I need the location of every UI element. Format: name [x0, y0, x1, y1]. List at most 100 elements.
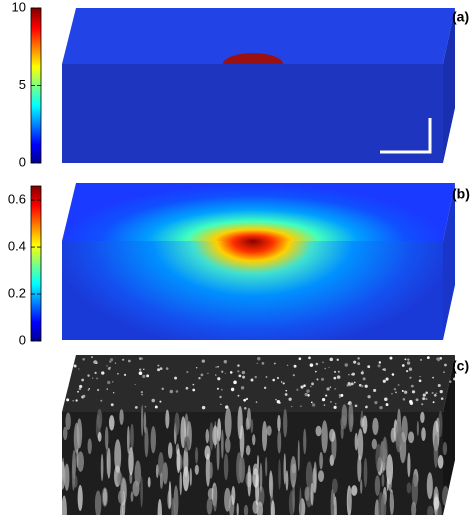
tick-label: 0.6 — [8, 192, 26, 207]
speckle-dot — [300, 385, 304, 389]
speckle-streak — [179, 471, 182, 496]
speckle-dot — [404, 358, 407, 361]
speckle-dot — [233, 380, 237, 385]
speckle-dot — [362, 377, 366, 381]
speckle-streak — [183, 446, 189, 478]
speckle-dot — [110, 403, 114, 407]
speckle-dot — [62, 363, 64, 365]
speckle-dot — [316, 378, 319, 381]
speckle-streak — [411, 501, 417, 515]
speckle-dot — [351, 372, 355, 376]
speckle-streak — [371, 438, 378, 450]
speckle-dot — [282, 382, 285, 385]
speckle-streak — [204, 445, 211, 460]
speckle-dot — [114, 362, 117, 364]
speckle-streak — [94, 490, 102, 515]
speckle-dot — [142, 374, 146, 379]
speckle-dot — [389, 356, 393, 360]
speckle-dot — [427, 357, 429, 359]
speckle-streak — [231, 485, 236, 506]
speckle-dot — [100, 399, 103, 402]
speckle-streak — [76, 448, 79, 468]
speckle-dot — [122, 358, 125, 361]
speckle-dot — [410, 384, 413, 388]
speckle-dot — [157, 368, 161, 372]
speckle-streak — [318, 470, 325, 482]
speckle-dot — [127, 359, 131, 363]
box-top — [62, 8, 455, 64]
speckle-dot — [134, 405, 138, 409]
speckle-dot — [385, 403, 389, 407]
speckle-dot — [275, 398, 277, 401]
speckle-streak — [205, 428, 210, 444]
speckle-streak — [270, 500, 275, 515]
speckle-dot — [240, 386, 245, 390]
speckle-streak — [438, 410, 443, 438]
speckle-streak — [224, 407, 232, 439]
box-side — [443, 355, 455, 515]
speckle-dot — [280, 381, 283, 383]
speckle-dot — [101, 371, 105, 375]
speckle-dot — [68, 366, 72, 371]
speckle-dot — [73, 364, 77, 368]
speckle-dot — [109, 360, 112, 363]
speckle-dot — [437, 383, 441, 388]
speckle-streak — [96, 408, 103, 429]
speckle-streak — [189, 468, 192, 486]
speckle-streak — [209, 422, 214, 451]
speckle-streak — [104, 426, 109, 450]
speckle-streak — [416, 420, 419, 436]
panel-label: (a) — [452, 9, 469, 25]
speckle-dot — [96, 388, 100, 392]
speckle-dot — [276, 376, 280, 380]
speckle-dot — [66, 398, 70, 402]
speckle-dot — [409, 400, 413, 404]
speckle-streak — [77, 484, 83, 512]
speckle-streak — [442, 485, 449, 507]
speckle-streak — [100, 453, 104, 482]
speckle-streak — [223, 453, 229, 481]
speckle-streak — [167, 489, 172, 510]
speckle-dot — [300, 405, 302, 407]
speckle-dot — [310, 401, 313, 404]
speckle-streak — [304, 486, 310, 501]
speckle-dot — [82, 357, 86, 361]
speckle-streak — [310, 482, 314, 506]
speckle-dot — [140, 357, 143, 360]
speckle-streak — [256, 501, 264, 515]
speckle-streak — [245, 417, 249, 431]
speckle-dot — [198, 376, 201, 380]
speckle-dot — [201, 359, 205, 363]
speckle-dot — [220, 403, 222, 405]
speckle-dot — [422, 397, 426, 401]
speckle-streak — [205, 453, 211, 487]
speckle-dot — [291, 405, 293, 408]
speckle-dot — [195, 367, 198, 369]
speckle-dot — [334, 387, 337, 390]
speckle-streak — [144, 426, 149, 458]
speckle-streak — [216, 438, 220, 471]
speckle-streak — [212, 425, 219, 446]
box-side — [443, 8, 455, 163]
speckle-dot — [265, 376, 268, 378]
speckle-streak — [119, 503, 124, 515]
tick-label: 0 — [19, 154, 26, 169]
speckle-streak — [141, 404, 144, 437]
speckle — [62, 356, 455, 515]
speckle-streak — [250, 418, 254, 433]
speckle-dot — [62, 404, 63, 406]
speckle-streak — [130, 491, 134, 502]
speckle-streak — [62, 426, 68, 441]
speckle-streak — [380, 493, 387, 515]
speckle-streak — [437, 454, 444, 469]
tick-label: 5 — [19, 77, 26, 92]
speckle-streak — [363, 457, 368, 488]
speckle-streak — [206, 497, 213, 515]
speckle-streak — [119, 409, 124, 425]
speckle-dot — [175, 390, 179, 393]
speckle-dot — [207, 372, 209, 375]
speckle-streak — [159, 472, 164, 489]
speckle-dot — [157, 364, 160, 367]
speckle-dot — [340, 393, 344, 397]
scale-bar — [380, 118, 432, 154]
